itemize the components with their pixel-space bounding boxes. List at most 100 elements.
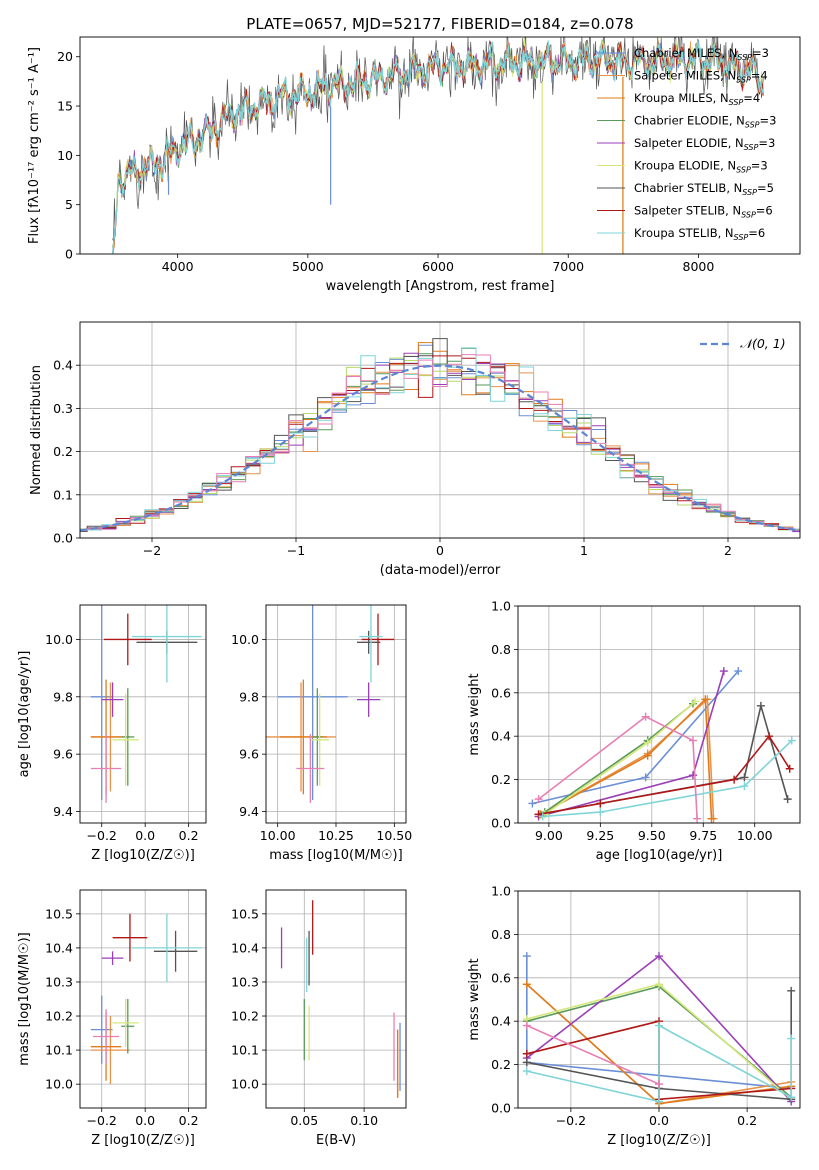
y-tick-label: 5 — [65, 197, 73, 212]
plus-marker — [756, 701, 765, 710]
errorbar-point — [112, 999, 139, 1047]
y-tick-label: 0.4 — [491, 1014, 511, 1029]
x-tick-label: −2 — [143, 543, 161, 558]
errorbar-point — [357, 682, 381, 717]
y-tick-label: 9.6 — [239, 747, 259, 762]
errorbar-point — [277, 605, 348, 801]
errorbar-point — [312, 688, 322, 786]
x-tick-label: 0.0 — [649, 1113, 669, 1128]
errorbar-point — [121, 999, 135, 1054]
plus-marker — [655, 1021, 663, 1030]
axes-frame — [79, 889, 207, 1109]
y-tick-label: 15 — [57, 99, 73, 114]
x-tick-label: 9.75 — [689, 828, 717, 843]
legend-entry: Salpeter MILES, NSSP=4 — [634, 69, 768, 85]
y-tick-label: 0.2 — [491, 772, 511, 787]
x-tick-label: 10.00 — [737, 828, 773, 843]
y-tick-label: 0.6 — [491, 685, 511, 700]
x-tick-label: 5000 — [292, 259, 324, 274]
plus-marker — [596, 808, 605, 817]
errorbar-point — [359, 605, 383, 683]
errorbar-point — [101, 951, 124, 965]
x-tick-label: 0.2 — [179, 1113, 199, 1128]
y-tick-label: 10.4 — [231, 940, 259, 955]
x-tick-label: 0.10 — [350, 1113, 378, 1128]
plus-marker — [688, 736, 697, 745]
y-axis-label: age [log10(age/yr)] — [17, 651, 32, 778]
plus-marker — [655, 952, 663, 961]
x-tick-label: 10.25 — [318, 828, 354, 843]
histogram-step — [80, 344, 800, 532]
errorbar-point — [93, 1009, 120, 1064]
plus-marker — [522, 1021, 531, 1030]
plus-marker — [641, 712, 650, 721]
weight-series — [522, 952, 796, 1106]
plus-marker — [643, 738, 652, 747]
y-tick-label: 0 — [65, 247, 73, 262]
errorbar-point — [121, 688, 135, 786]
plus-marker — [765, 732, 774, 741]
axes: −0.2 0.0 0.2 9.4 9.6 9.8 10.0 Z [log10(Z/Z☉)] ag… — [17, 604, 207, 863]
axes-frame — [265, 604, 407, 824]
x-tick-label: 8000 — [683, 259, 715, 274]
grid-lines — [80, 605, 206, 823]
x-tick-label: 0.2 — [737, 1113, 757, 1128]
errorbar-point — [357, 630, 381, 654]
y-tick-label: 10.1 — [231, 1043, 259, 1058]
axes: −0.2 0.0 0.2 10.0 10.1 10.2 10.3 10.4 10.5 Z [log… — [17, 889, 207, 1148]
plus-marker — [707, 814, 716, 823]
x-tick-label: 10.50 — [376, 828, 412, 843]
y-tick-label: 0.2 — [491, 1057, 511, 1072]
plus-marker — [641, 773, 650, 782]
errorbar-point — [132, 913, 202, 982]
y-tick-label: 10.3 — [231, 974, 259, 989]
y-tick-label: 0.4 — [53, 358, 73, 373]
plot-area — [528, 667, 796, 823]
axes: 0.05 0.10 10.0 10.1 10.2 10.3 10.4 10.5 E(B-V) — [231, 889, 407, 1148]
y-tick-label: 10.0 — [231, 1077, 259, 1092]
y-tick-label: 10.2 — [45, 1009, 73, 1024]
x-tick-label: 1 — [580, 543, 588, 558]
plus-marker — [534, 795, 543, 804]
plus-marker — [655, 980, 663, 989]
plot-area — [90, 605, 202, 803]
errorbar-point — [132, 605, 202, 683]
x-axis-label: age [log10(age/yr)] — [596, 848, 723, 863]
x-tick-label: 9.50 — [638, 828, 666, 843]
y-tick-label: 10.2 — [231, 1009, 259, 1024]
y-tick-label: 0.0 — [53, 531, 73, 546]
y-tick-label: 9.4 — [239, 804, 259, 819]
plus-marker — [691, 697, 700, 706]
legend-entry: Kroupa ELODIE, NSSP=3 — [634, 159, 768, 175]
axes-frame — [517, 890, 801, 1109]
y-tick-label: 0.4 — [491, 729, 511, 744]
plus-marker — [787, 986, 796, 995]
errorbar-point — [90, 605, 113, 801]
legend-entry: Kroupa MILES, NSSP=4 — [634, 91, 760, 107]
plot-area — [266, 605, 395, 803]
y-tick-label: 10.0 — [231, 632, 259, 647]
y-tick-label: 1.0 — [491, 599, 511, 614]
x-tick-label: 0.2 — [179, 828, 199, 843]
axes: 4000 5000 6000 7000 8000 0 5 10 15 20 wavelength [… — [27, 36, 801, 294]
y-tick-label: 10.3 — [45, 974, 73, 989]
y-tick-label: 10.0 — [45, 1077, 73, 1092]
x-axis-label: Z [log10(Z/Z☉)] — [607, 1133, 711, 1148]
plus-marker — [534, 810, 543, 819]
x-tick-label: 0 — [436, 543, 444, 558]
mass-vs-metallicity-panel: −0.2 0.0 0.2 10.0 10.1 10.2 10.3 10.4 10.5 Z [log… — [17, 889, 207, 1148]
weight-series — [534, 732, 794, 819]
y-tick-label: 10.5 — [45, 906, 73, 921]
weight-line — [542, 739, 793, 818]
plus-marker — [655, 1097, 663, 1106]
weight-line — [538, 734, 791, 816]
plus-marker — [596, 799, 605, 808]
y-tick-label: 1.0 — [491, 884, 511, 899]
x-tick-label: 10.00 — [260, 828, 296, 843]
weight-series — [534, 667, 728, 821]
weight-series — [522, 1021, 663, 1089]
x-axis-label: Z [log10(Z/Z☉)] — [91, 1133, 195, 1148]
errorbar-point — [101, 682, 124, 717]
plot-area — [522, 952, 796, 1108]
x-tick-label: 0.0 — [135, 828, 155, 843]
